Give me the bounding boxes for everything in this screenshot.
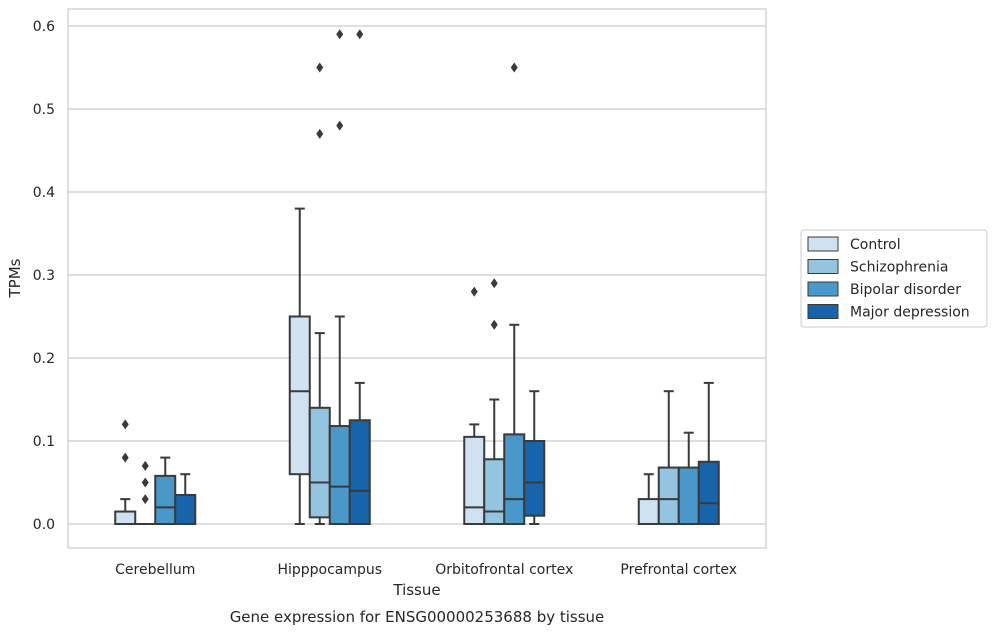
box-body [114,510,137,525]
outlier-point [336,120,344,131]
plot-area [67,8,767,549]
box-body [288,315,311,476]
outlier-point [490,319,498,330]
series-control [114,207,660,526]
x-tick-label: Cerebellum [115,562,195,578]
outlier-point [121,419,129,430]
box-body [523,440,546,517]
outlier-point [490,278,498,289]
x-tick-label: Hipppocampus [277,562,382,578]
box-body [657,466,680,525]
box [657,390,680,525]
outlier-point [316,62,324,73]
box-body [483,458,506,526]
box [328,29,351,525]
box-body [677,466,700,525]
outlier-point [336,29,344,40]
x-tick-label: Orbitofrontal cortex [435,562,573,578]
y-tick-label: 0.5 [33,102,55,118]
outlier-point [510,62,518,73]
legend-label: Control [850,237,901,253]
box-series [114,29,720,526]
legend-label: Schizophrenia [850,260,948,276]
box-body [308,406,331,519]
box [348,29,371,525]
box-body [328,425,351,525]
box-body [174,493,197,526]
box [174,473,197,526]
y-tick-label: 0.6 [33,19,55,35]
y-tick-label: 0.0 [33,517,55,533]
y-tick-labels: 0.0 0.1 0.2 0.3 0.4 0.5 0.6 [33,19,55,533]
box [114,419,137,525]
box-body [697,460,720,525]
box [463,286,486,526]
outlier-point [470,286,478,297]
box-body [637,498,660,526]
y-tick-label: 0.1 [33,434,55,450]
legend-label: Bipolar disorder [850,282,961,298]
outlier-point [316,128,324,139]
box-body [503,433,526,525]
outlier-point [121,452,129,463]
box [288,207,311,525]
outlier-point [141,494,149,505]
series-schizophrenia [134,62,680,526]
figure-caption: Gene expression for ENSG00000253688 by t… [230,608,605,626]
legend-label: Major depression [850,305,970,321]
box [134,460,157,526]
legend-frame [800,229,988,328]
legend-swatch [807,281,839,297]
legend-swatch [807,304,839,319]
legend-swatch [807,236,839,252]
series-major-depression [174,29,720,526]
y-tick-label: 0.4 [33,185,55,201]
y-axis-title: TPMs [6,258,24,298]
box [637,473,660,526]
x-axis-title: Tissue [392,581,440,599]
outlier-point [356,29,364,40]
box [697,381,720,525]
legend-swatch [807,259,839,274]
box [523,390,546,525]
legend: Control Schizophrenia Bipolar disorder Majo… [800,229,988,328]
x-tick-label: Prefrontal cortex [620,562,737,578]
x-tick-labels: Cerebellum Hipppocampus Orbitofrontal cort… [115,562,737,578]
box-body [463,435,486,526]
y-tick-label: 0.3 [33,268,55,284]
box-body [348,419,371,525]
y-tick-label: 0.2 [33,351,55,367]
box-body [154,474,177,525]
outlier-point [141,477,149,488]
outlier-point [141,460,149,471]
